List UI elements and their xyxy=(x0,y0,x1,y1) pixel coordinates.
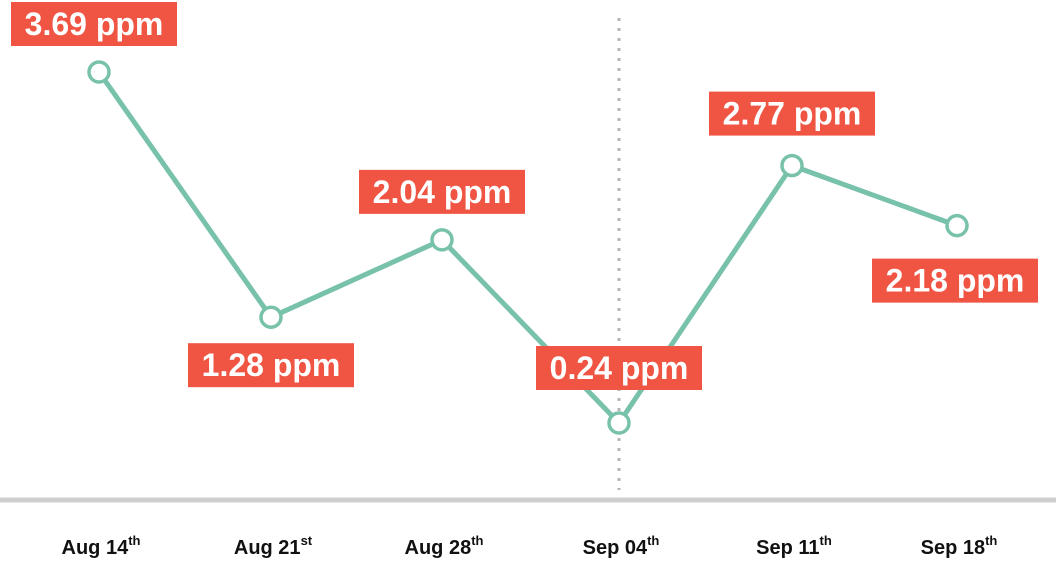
point xyxy=(945,213,969,238)
x-tick-label: Sep 04th xyxy=(583,533,660,560)
x-tick-label: Sep 11th xyxy=(756,533,832,560)
x-tick-main: Sep 04 xyxy=(583,537,648,559)
x-tick-main: Aug 14 xyxy=(62,537,130,559)
value-label: 1.28 ppm xyxy=(202,347,341,383)
value-label: 2.18 ppm xyxy=(886,263,1025,299)
value-label-bg xyxy=(11,2,177,46)
point xyxy=(87,60,111,84)
point xyxy=(607,411,631,435)
x-tick-main: Sep 11 xyxy=(756,537,819,559)
x-tick-main: Aug 21 xyxy=(234,537,301,559)
point xyxy=(259,305,283,329)
x-tick-label: Aug 28th xyxy=(405,533,484,560)
value-label-bg xyxy=(359,169,525,214)
x-tick-suffix: st xyxy=(301,533,313,548)
x-tick-suffix: th xyxy=(820,533,832,548)
x-tick-suffix: th xyxy=(128,533,140,548)
x-tick-main: Sep 18 xyxy=(921,537,985,559)
x-tick-label: Aug 21st xyxy=(234,533,313,560)
value-label: 0.24 ppm xyxy=(550,350,689,386)
x-tick-suffix: th xyxy=(647,533,659,548)
point xyxy=(430,228,454,252)
series-line xyxy=(96,70,958,426)
point xyxy=(780,153,804,178)
value-label-bg xyxy=(872,258,1038,303)
value-label-bg xyxy=(188,343,354,388)
x-tick-main: Aug 28 xyxy=(405,537,472,559)
x-tick-suffix: th xyxy=(471,533,483,548)
value-label-bg xyxy=(536,346,702,390)
value-label: 2.04 ppm xyxy=(373,174,512,210)
value-label: 2.77 ppm xyxy=(723,96,862,132)
x-tick-suffix: th xyxy=(985,533,997,548)
value-label-bg xyxy=(709,91,875,136)
x-tick-label: Sep 18th xyxy=(921,533,998,560)
value-label: 3.69 ppm xyxy=(25,6,164,42)
x-tick-label: Aug 14th xyxy=(62,533,141,560)
